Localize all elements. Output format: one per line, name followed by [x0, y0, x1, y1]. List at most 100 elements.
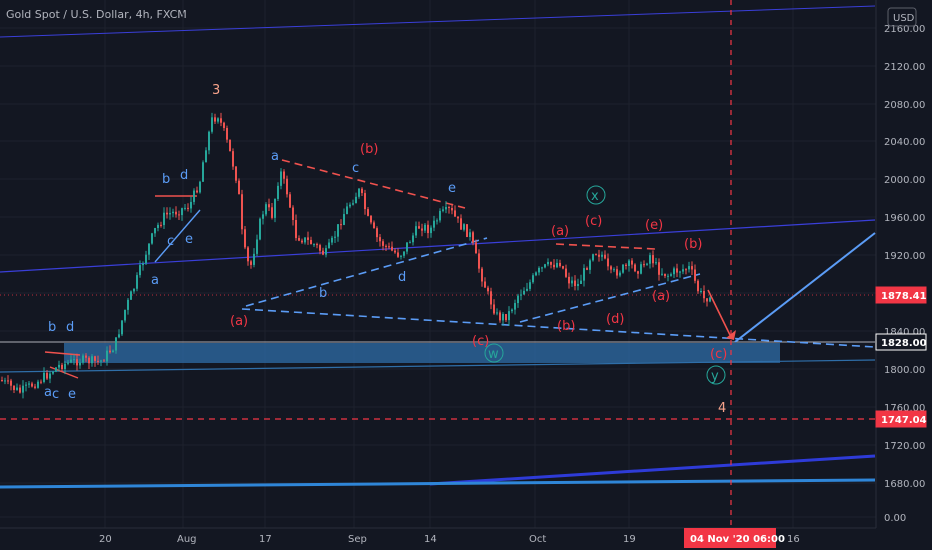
candle-body [277, 185, 279, 199]
date-tag [684, 528, 776, 548]
candle-body [352, 203, 354, 205]
candle-body [661, 273, 663, 275]
candle-body [442, 209, 444, 211]
candle-body [73, 359, 75, 361]
candle-body [688, 266, 690, 270]
candle-body [394, 250, 396, 253]
candle-body [499, 312, 501, 321]
candle-body [445, 207, 447, 210]
price-tick-label: 1840.00 [884, 327, 925, 338]
wave-label: b [48, 320, 56, 335]
candle-body [358, 188, 360, 197]
candle-body [31, 383, 33, 387]
wave-label: d [180, 168, 188, 183]
candle-body [103, 360, 105, 362]
candle-body [676, 268, 678, 273]
wave-label: c [352, 161, 359, 176]
wx-lower[interactable] [241, 308, 876, 348]
candle-body [604, 254, 606, 259]
candle-body [322, 250, 324, 255]
candle-body [361, 188, 363, 194]
candle-body [454, 210, 456, 217]
candle-body [55, 367, 57, 372]
candle-body [409, 242, 411, 244]
t2-upper[interactable] [555, 243, 656, 250]
cd-triangle-2[interactable] [154, 209, 201, 263]
time-tick-label: Aug [177, 534, 197, 545]
candle-body [130, 291, 132, 300]
candle-body [85, 355, 87, 358]
candle-body [268, 204, 270, 208]
candle-body [484, 281, 486, 288]
wave-label: (a) [551, 224, 569, 239]
candle-body [142, 263, 144, 266]
candle-body [691, 266, 693, 270]
candle-body [520, 294, 522, 296]
candle-body [415, 226, 417, 236]
projection-line[interactable] [734, 232, 876, 343]
candle-body [271, 207, 273, 218]
lower-channel-line[interactable] [0, 359, 876, 373]
price-tag [875, 333, 927, 351]
candle-body [232, 151, 234, 167]
wave-circle [484, 343, 504, 363]
candle-body [460, 218, 462, 230]
candle-body [304, 237, 306, 243]
candle-body [187, 207, 189, 209]
candle-body [25, 384, 27, 386]
ab-triangle-1[interactable] [44, 351, 81, 356]
wave-label: (a) [652, 289, 670, 304]
candle-body [493, 304, 495, 314]
currency-badge[interactable]: USD [887, 7, 917, 27]
candle-body [298, 238, 300, 241]
triangle-upper[interactable] [281, 159, 466, 209]
candle-body [664, 273, 666, 277]
bottom-line-2[interactable] [0, 478, 876, 489]
ab-triangle-2[interactable] [49, 366, 79, 379]
candle-body [556, 262, 558, 268]
candle-body [1, 380, 3, 382]
candle-body [523, 290, 525, 295]
date-tag-label: 04 Nov '20 06:00 [690, 534, 785, 545]
candle-body [139, 265, 141, 276]
time-tick-label: 17 [259, 534, 272, 545]
candle-body [433, 220, 435, 228]
candle-body [244, 229, 246, 248]
wave-label: e [448, 181, 456, 196]
price-tag [875, 286, 927, 304]
price-tag-label: 1828.00 [881, 338, 927, 349]
price-tick-label: 1680.00 [884, 479, 925, 490]
candle-body [289, 194, 291, 208]
arrow-shaft[interactable] [707, 289, 731, 336]
candle-body [367, 209, 369, 216]
candle-body [82, 355, 84, 363]
wave-label: a [271, 149, 279, 164]
t2-lower[interactable] [519, 273, 701, 323]
triangle-lower[interactable] [245, 237, 488, 307]
support-zone[interactable] [64, 343, 780, 363]
price-axis[interactable]: 2160.00 2120.00 2080.00 2040.00 2000.00 1960.… [875, 0, 925, 528]
chart-title: Gold Spot / U.S. Dollar, 4h, FXCM [6, 8, 187, 21]
candle-body [241, 194, 243, 230]
candle-body [235, 166, 237, 181]
candle-body [238, 180, 240, 195]
upper-channel-line[interactable] [0, 5, 876, 38]
candle-body [61, 364, 63, 370]
time-tick-label: 20 [99, 534, 112, 545]
wave-label: (b) [360, 142, 378, 157]
price-tick-label: 1920.00 [884, 251, 925, 262]
candle-body [94, 356, 96, 361]
candle-body [274, 198, 276, 218]
bottom-line-1[interactable] [429, 454, 876, 486]
candle-body [526, 288, 528, 291]
mid-channel-line[interactable] [0, 219, 876, 273]
candle-body [607, 258, 609, 267]
candle-body [331, 237, 333, 243]
candle-body [349, 204, 351, 207]
candle-body [184, 207, 186, 209]
candle-body [307, 237, 309, 240]
currency-label: USD [893, 13, 915, 24]
candle-body [544, 264, 546, 268]
wave-label: (e) [645, 218, 663, 233]
